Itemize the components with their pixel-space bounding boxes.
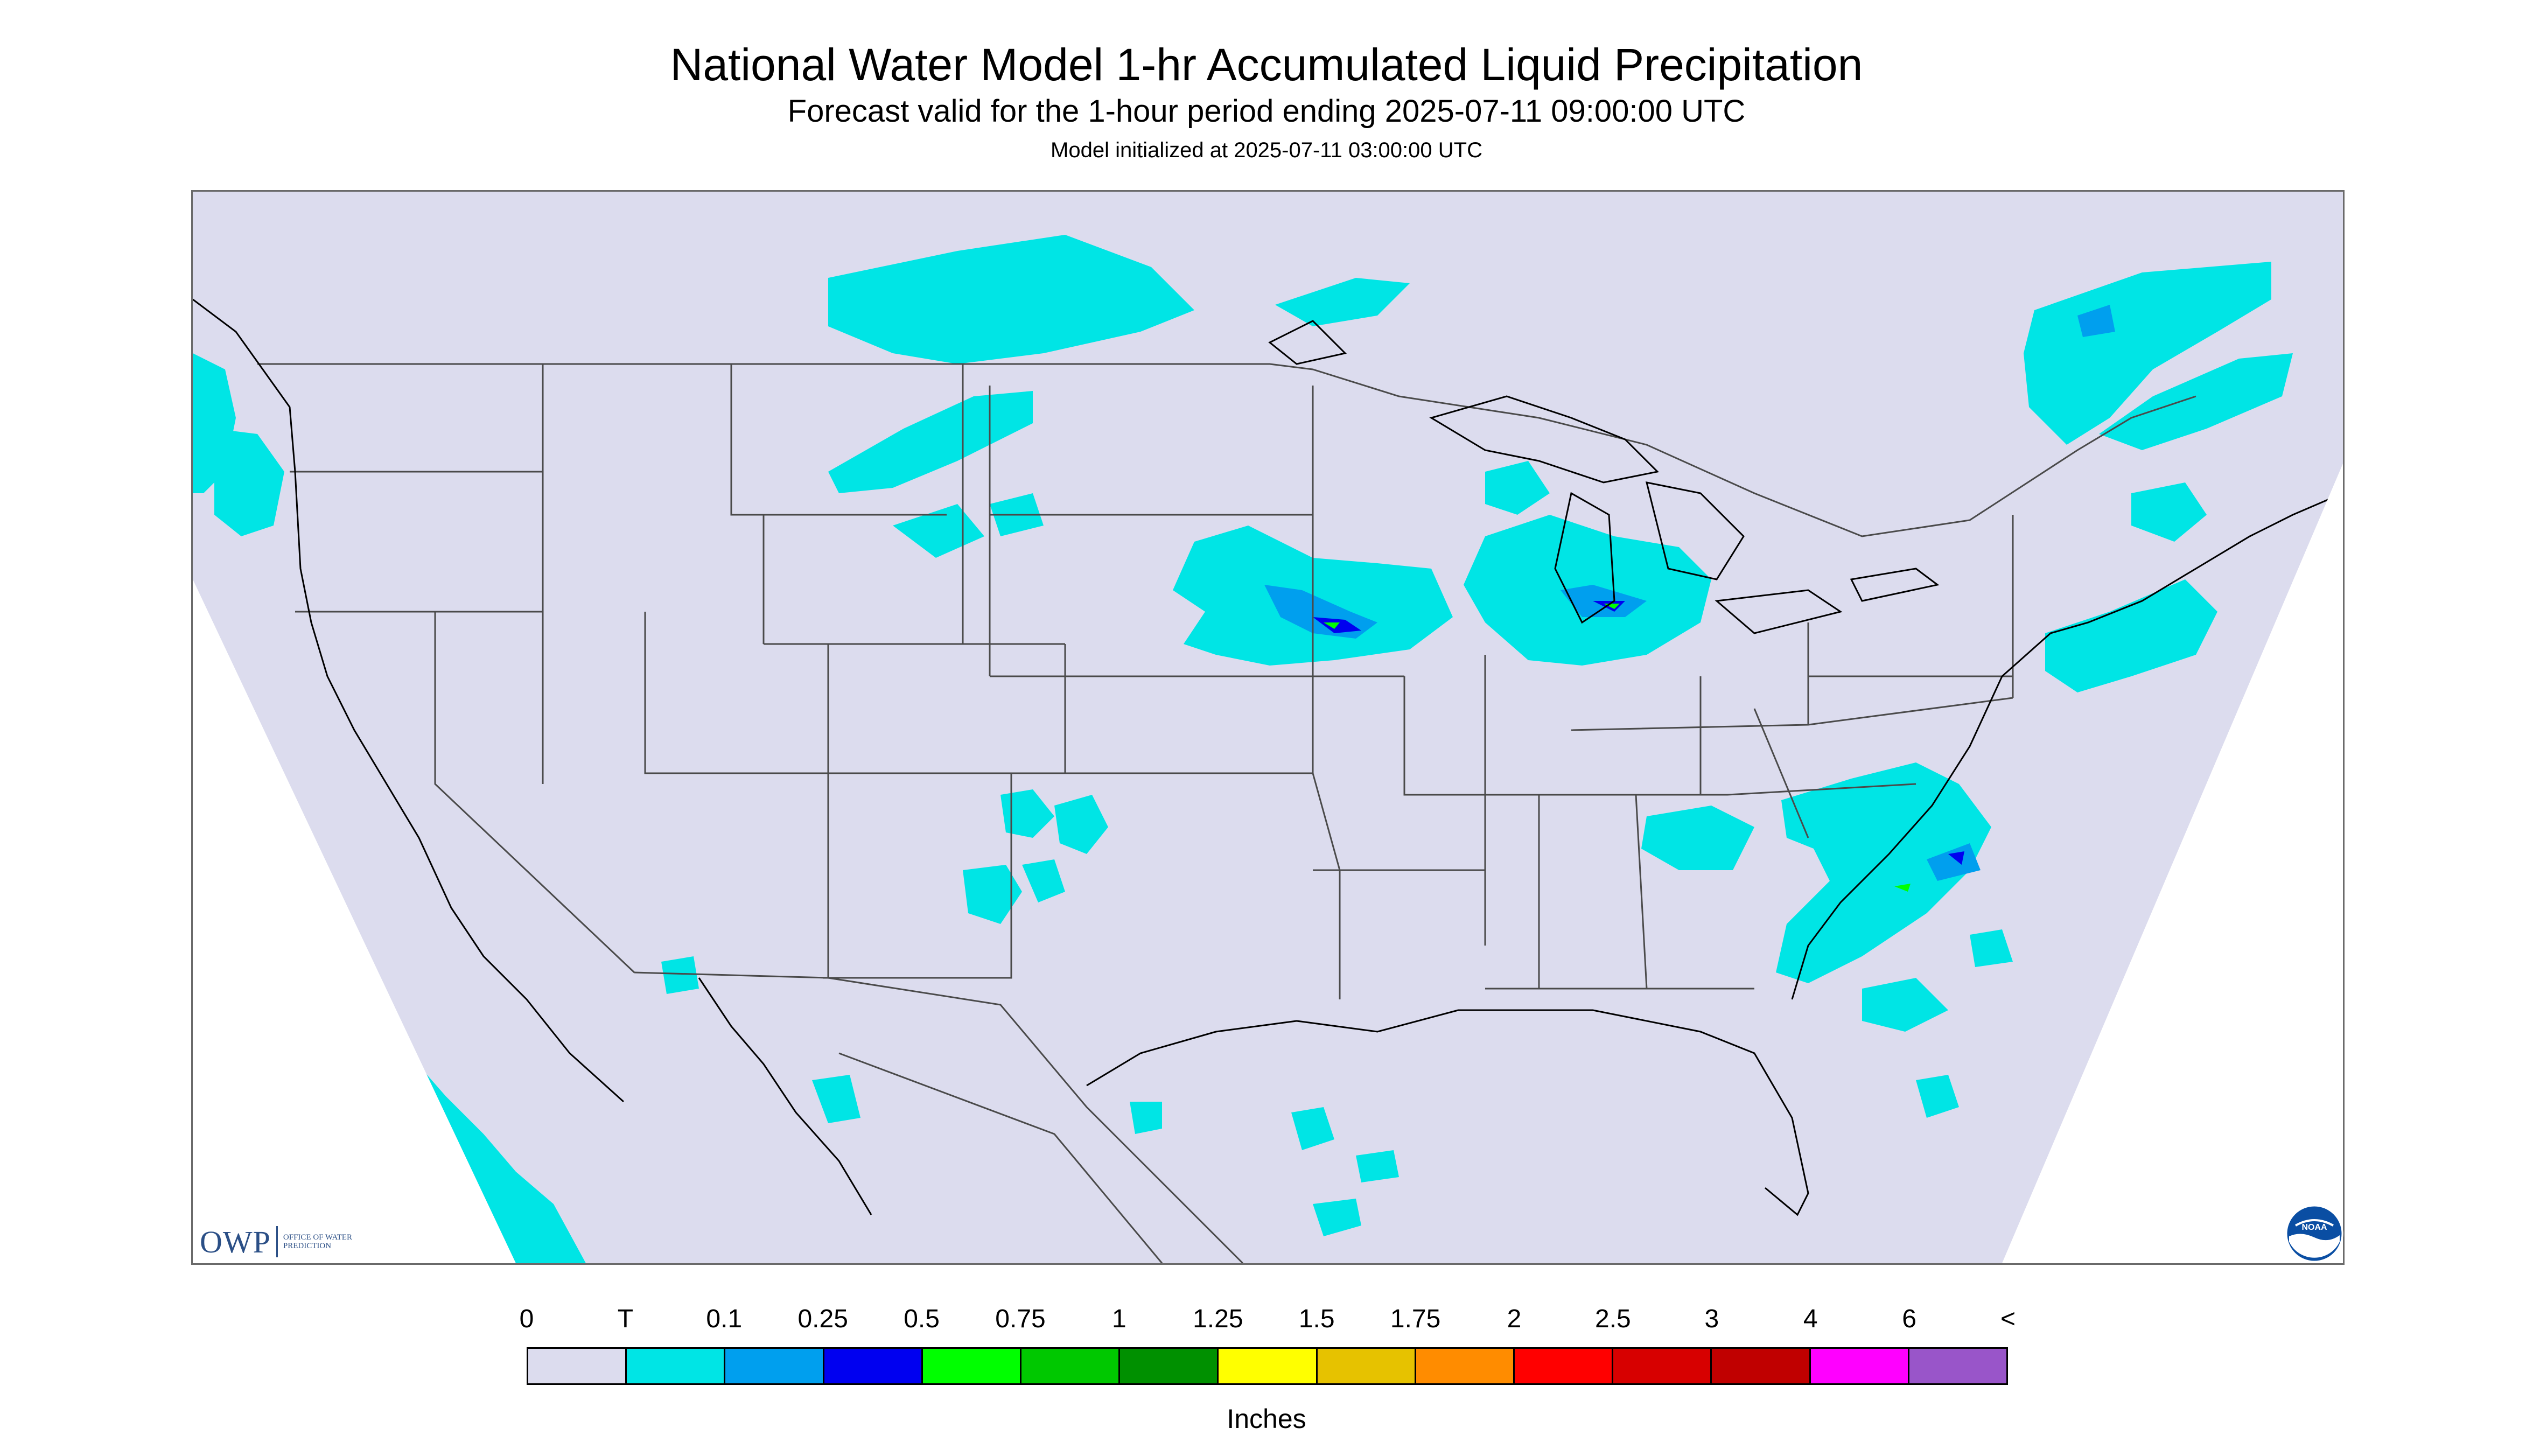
owp-logo-divider bbox=[276, 1226, 278, 1257]
owp-logo-name: Office of Water Prediction bbox=[283, 1233, 352, 1250]
legend-label: 1.75 bbox=[1390, 1305, 1441, 1333]
legend-label: 3 bbox=[1704, 1305, 1719, 1333]
legend-colorbar bbox=[527, 1347, 2008, 1385]
legend-label: 6 bbox=[1902, 1305, 1916, 1333]
model-domain bbox=[193, 192, 2343, 1263]
legend-labels: 0 T 0.1 0.25 0.5 0.75 1 1.25 1.5 1.75 2 2.5 3 4 6 < bbox=[0, 1303, 2533, 1341]
legend-swatch bbox=[1317, 1349, 1416, 1383]
legend-label: T bbox=[617, 1305, 634, 1333]
coastlines bbox=[193, 298, 2343, 1216]
map-title: National Water Model 1-hr Accumulated Li… bbox=[670, 39, 1863, 90]
precipitation-map: OWP Office of Water Prediction NOAA bbox=[191, 190, 2345, 1265]
legend-label: 1.25 bbox=[1193, 1305, 1243, 1333]
legend-units: Inches bbox=[1227, 1404, 1306, 1434]
legend-swatch bbox=[1909, 1349, 2007, 1383]
owp-logo-mark: OWP bbox=[200, 1224, 271, 1259]
legend-label: 2 bbox=[1507, 1305, 1522, 1333]
legend-label: 1.5 bbox=[1298, 1305, 1335, 1333]
legend-swatch bbox=[725, 1349, 824, 1383]
legend-swatch bbox=[528, 1349, 627, 1383]
legend-label: 0.75 bbox=[995, 1305, 1046, 1333]
boundary-lines bbox=[257, 363, 2196, 1263]
legend-swatch bbox=[627, 1349, 726, 1383]
owp-logo: OWP Office of Water Prediction bbox=[200, 1223, 364, 1261]
forecast-valid-subtitle: Forecast valid for the 1-hour period end… bbox=[787, 94, 1746, 129]
legend-label: 2.5 bbox=[1595, 1305, 1631, 1333]
legend-label: 0.25 bbox=[797, 1305, 848, 1333]
legend-label: 0.1 bbox=[706, 1305, 743, 1333]
legend-label: 1 bbox=[1112, 1305, 1126, 1333]
legend-swatch bbox=[1120, 1349, 1219, 1383]
legend-label: 0.5 bbox=[904, 1305, 940, 1333]
legend-label: 0 bbox=[519, 1305, 534, 1333]
legend-label: 4 bbox=[1803, 1305, 1818, 1333]
legend-swatch bbox=[824, 1349, 923, 1383]
legend-swatch bbox=[1021, 1349, 1121, 1383]
legend-swatch bbox=[1810, 1349, 1909, 1383]
legend-swatch bbox=[1219, 1349, 1318, 1383]
legend-label: < bbox=[2000, 1305, 2016, 1333]
noaa-logo-text: NOAA bbox=[2301, 1223, 2327, 1232]
legend-swatch bbox=[922, 1349, 1022, 1383]
legend-swatch bbox=[1416, 1349, 1515, 1383]
legend-swatch bbox=[1515, 1349, 1614, 1383]
model-init-line: Model initialized at 2025-07-11 03:00:00… bbox=[1051, 138, 1482, 162]
legend-swatch bbox=[1712, 1349, 1811, 1383]
legend-swatch bbox=[1613, 1349, 1712, 1383]
map-canvas bbox=[193, 192, 2343, 1263]
noaa-logo: NOAA bbox=[2285, 1205, 2343, 1263]
